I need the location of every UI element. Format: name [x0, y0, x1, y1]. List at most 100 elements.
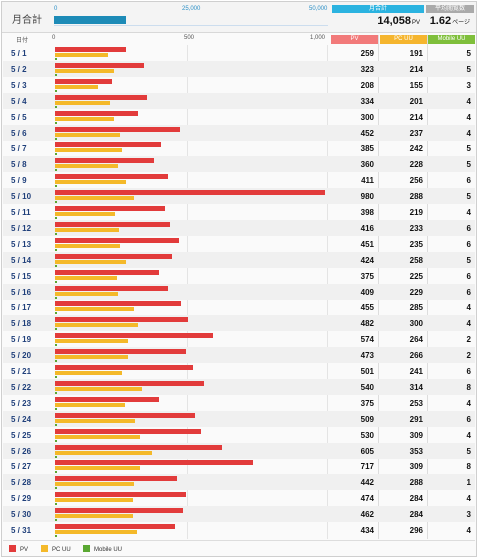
mobile-uu-value: 4	[466, 112, 471, 122]
pv-bar	[55, 47, 127, 52]
pv-value: 375	[360, 398, 374, 408]
pv-value: 375	[360, 271, 374, 281]
row-date: 5 / 27	[11, 462, 32, 472]
row-bars	[55, 396, 331, 410]
pc-uu-value: 285	[409, 303, 423, 313]
mobile-uu-bar	[55, 58, 57, 60]
mobile-uu-bar	[55, 264, 57, 267]
legend-label: PV	[20, 547, 29, 553]
legend: PV PC UU Mobile UU	[3, 540, 475, 557]
pc-uu-bar	[55, 514, 134, 519]
pv-bar	[55, 365, 194, 370]
row-date: 5 / 28	[11, 478, 32, 488]
row-date: 5 / 8	[11, 160, 27, 170]
table-row: 5 / 4 334 201 4	[3, 92, 475, 109]
mobile-uu-bar	[55, 407, 57, 410]
pc-uu-value: 291	[409, 414, 423, 424]
mobile-uu-value: 6	[466, 176, 471, 186]
legend-label: PC UU	[52, 547, 71, 553]
row-bars	[55, 157, 331, 172]
legend-item-mobile-uu: Mobile UU	[83, 545, 122, 553]
mobile-uu-bar	[55, 439, 57, 442]
axis-tick-0: 0	[52, 35, 56, 41]
pc-uu-value: 214	[409, 112, 423, 122]
pc-uu-value: 309	[409, 430, 423, 440]
table-row: 5 / 11 398 219 4	[3, 204, 475, 220]
legend-label: Mobile UU	[94, 547, 123, 553]
table-row: 5 / 8 360 228 5	[3, 156, 475, 173]
table-row: 5 / 30 462 284 3	[3, 506, 475, 523]
table-row: 5 / 25 530 309 4	[3, 427, 475, 443]
table-row: 5 / 1 259 191 5	[3, 45, 475, 61]
table-row: 5 / 17 455 285 4	[3, 299, 475, 315]
legend-swatch	[83, 545, 90, 552]
row-date: 5 / 10	[11, 192, 32, 202]
gauge-tick-1: 25,000	[182, 6, 201, 12]
pv-bar	[55, 78, 113, 84]
pc-uu-bar	[55, 355, 129, 360]
pv-value: 424	[360, 255, 374, 265]
pc-uu-bar	[55, 275, 118, 280]
mobile-uu-bar	[55, 344, 57, 347]
pv-value: 509	[360, 414, 374, 424]
pc-uu-value: 191	[409, 49, 423, 58]
pc-uu-value: 296	[409, 526, 423, 535]
table-row: 5 / 27 717 309 8	[3, 458, 475, 474]
pv-value: 323	[360, 64, 374, 74]
pv-bar	[55, 158, 155, 164]
mobile-uu-bar	[55, 503, 57, 506]
pv-bar	[55, 412, 196, 418]
date-column-header: 日付	[16, 38, 29, 44]
table-row: 5 / 23 375 253 4	[3, 395, 475, 411]
table-row: 5 / 9 411 256 6	[3, 172, 475, 188]
legend-item-pv: PV	[9, 545, 28, 553]
row-bars	[55, 126, 331, 140]
total-pv-caption: 月合計	[332, 5, 424, 13]
mobile-uu-value: 5	[466, 446, 471, 456]
row-bars	[55, 62, 331, 76]
pc-uu-value: 253	[409, 398, 423, 408]
mobile-uu-bar	[55, 455, 57, 458]
pv-bar	[55, 380, 205, 386]
pv-bar	[55, 174, 169, 180]
row-date: 5 / 2	[11, 64, 27, 74]
mobile-uu-value: 4	[466, 303, 471, 313]
table-row: 5 / 19 574 264 2	[3, 331, 475, 347]
pc-uu-bar	[55, 132, 121, 137]
mobile-uu-bar	[55, 471, 58, 474]
pc-uu-bar	[55, 450, 153, 455]
mobile-uu-value: 6	[466, 367, 471, 376]
mobile-uu-value: 6	[466, 271, 471, 281]
row-bars	[55, 205, 331, 219]
mobile-uu-value: 5	[466, 64, 471, 74]
pv-value: 334	[360, 96, 374, 106]
pv-column-header[interactable]: PV	[331, 35, 378, 44]
table-row: 5 / 12 416 233 6	[3, 219, 475, 236]
mobile-uu-bar	[55, 169, 57, 172]
pc-uu-bar	[55, 84, 98, 89]
pv-value: 605	[360, 446, 374, 456]
pv-bar	[55, 253, 173, 259]
row-date: 5 / 29	[11, 494, 32, 504]
table-row: 5 / 28 442 288 1	[3, 474, 475, 491]
mobile-uu-value: 4	[466, 494, 471, 504]
mobile-uu-column-header[interactable]: Mobile UU	[428, 35, 475, 44]
pc-uu-bar	[55, 498, 134, 503]
pv-value: 434	[360, 526, 374, 535]
pc-uu-column-header[interactable]: PC UU	[380, 35, 427, 44]
pc-uu-bar	[55, 482, 135, 487]
pc-uu-value: 309	[409, 462, 423, 472]
mobile-uu-value: 4	[466, 526, 471, 535]
pv-value: 398	[360, 208, 374, 217]
row-date: 5 / 12	[11, 223, 32, 233]
row-bars	[55, 110, 331, 124]
table-row: 5 / 5 300 214 4	[3, 109, 475, 125]
pv-value: 473	[360, 351, 374, 361]
pc-uu-value: 241	[409, 367, 423, 376]
mobile-uu-bar	[55, 360, 57, 363]
table-row: 5 / 2 323 214 5	[3, 60, 475, 77]
pc-uu-value: 237	[409, 128, 423, 138]
pv-bar	[55, 428, 202, 434]
gauge-baseline	[54, 25, 328, 26]
mobile-uu-bar	[55, 376, 57, 378]
